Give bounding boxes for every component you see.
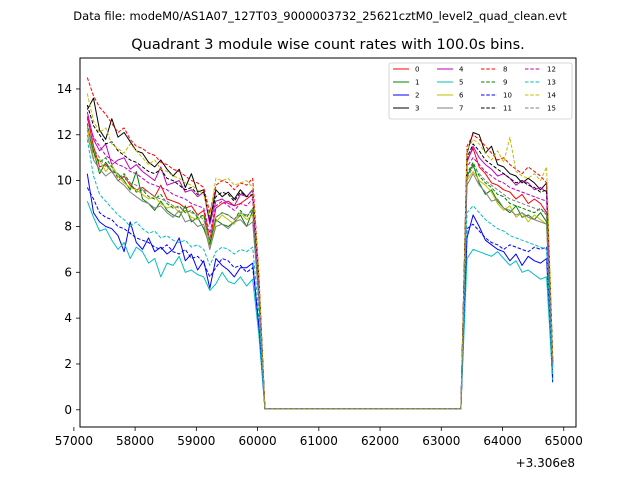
series-line-15 [86,125,554,410]
series-line-0 [86,116,554,410]
legend-label-6: 6 [459,92,464,100]
series-line-10 [86,187,554,410]
series-line-14 [86,93,554,410]
series-line-1 [86,130,554,410]
x-tick-label: 59000 [177,434,215,448]
legend-label-3: 3 [415,105,419,113]
x-tick-label: 57000 [55,434,93,448]
y-axis: 0 2 4 6 8 10 12 14 [57,82,80,417]
chart-title: Quadrant 3 module wise count rates with … [131,37,525,53]
legend-label-1: 1 [415,79,419,87]
legend-label-7: 7 [459,105,463,113]
legend-label-10: 10 [503,92,512,100]
series-line-8 [86,77,554,410]
y-tick-label: 6 [64,265,72,279]
x-tick-label: 65000 [545,434,583,448]
series-line-7 [86,134,554,410]
series-line-2 [86,173,554,410]
y-tick-label: 14 [57,82,72,96]
legend-label-15: 15 [547,105,556,113]
series-layer [86,77,554,410]
chart-suptitle: Data file: modeM0/AS1A07_127T03_90000037… [73,9,567,23]
legend-label-5: 5 [459,79,463,87]
x-tick-label: 60000 [238,434,276,448]
y-tick-label: 4 [64,311,72,325]
legend-label-4: 4 [459,66,464,74]
legend-label-9: 9 [503,79,507,87]
x-tick-label: 61000 [300,434,338,448]
plot-area-frame [79,57,577,428]
series-line-13 [86,139,554,410]
legend-label-13: 13 [547,79,556,87]
series-line-12 [86,118,554,410]
y-tick-label: 8 [64,219,72,233]
series-line-6 [86,127,554,410]
legend-label-12: 12 [547,66,556,74]
series-line-5 [86,201,554,410]
y-tick-label: 0 [64,403,72,417]
x-axis-offset-label: +3.306e8 [516,456,575,470]
x-tick-label: 63000 [422,434,460,448]
x-tick-label: 58000 [116,434,154,448]
legend-label-14: 14 [547,92,556,100]
legend-label-2: 2 [415,92,419,100]
legend-box [388,62,573,120]
series-line-11 [86,104,554,410]
series-line-4 [86,111,554,410]
legend-label-8: 8 [503,66,507,74]
x-tick-label: 62000 [361,434,399,448]
legend-label-0: 0 [415,66,419,74]
legend-label-11: 11 [503,105,512,113]
y-tick-label: 10 [57,174,72,188]
y-tick-label: 12 [57,128,72,142]
x-tick-label: 64000 [483,434,521,448]
x-axis: 57000 58000 59000 60000 61000 62000 63000 64000… [55,427,583,448]
y-tick-label: 2 [64,357,72,371]
